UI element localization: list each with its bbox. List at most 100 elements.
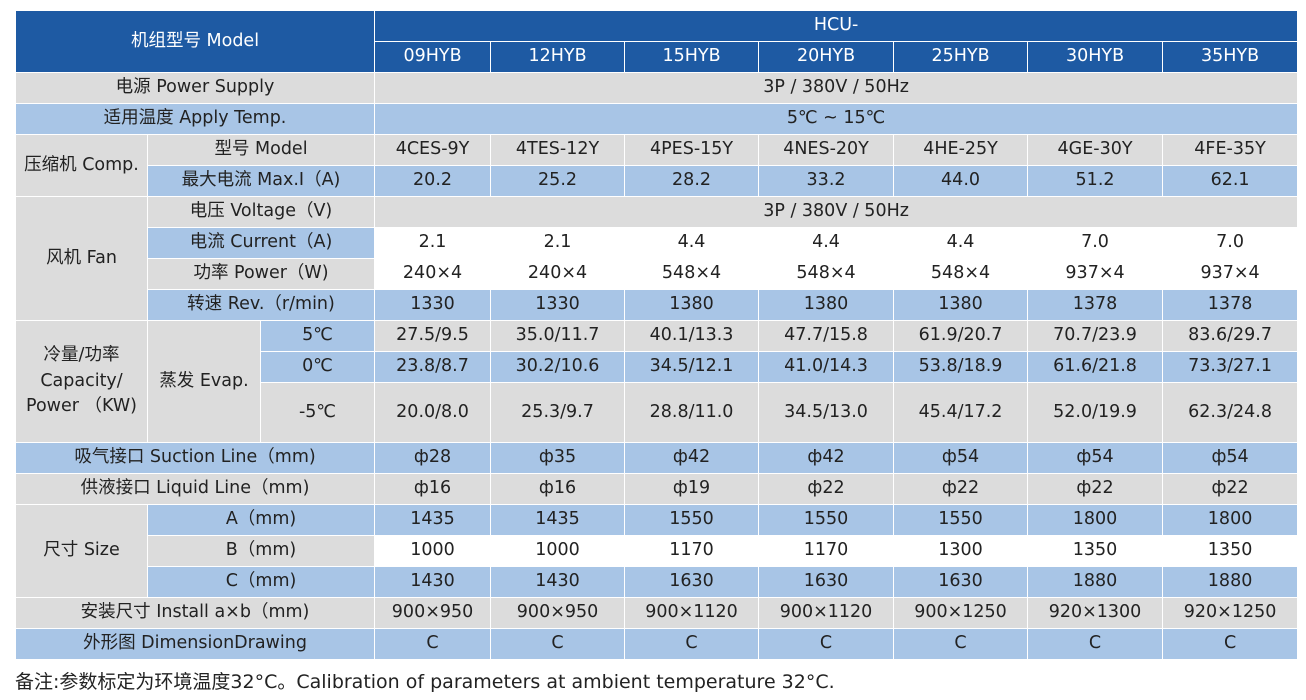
table-cell: 1430	[490, 566, 626, 598]
table-cell: 4GE-30Y	[1027, 134, 1164, 166]
fan-voltage-row: 风机 Fan 电压 Voltage（V) 3P / 380V / 50Hz	[15, 196, 1299, 321]
install-row: 安装尺寸 Install a×b（mm) 900×950 900×950 900…	[14, 597, 1299, 629]
fan-voltage-value: 3P / 380V / 50Hz	[374, 196, 1299, 228]
size-a-label: A（mm)	[146, 504, 376, 536]
table-cell: ф54	[1027, 442, 1164, 474]
capacity-0c-row: 0℃ 23.8/8.7 30.2/10.6 34.5/12.1 41.0/14.…	[16, 351, 1299, 383]
model-30hyb: 30HYB	[1027, 41, 1164, 73]
table-cell: C	[1027, 628, 1164, 660]
table-cell: 34.5/13.0	[758, 382, 895, 443]
table-cell: 1630	[893, 566, 1029, 598]
table-cell: 1330	[490, 289, 626, 321]
evap-temp-label: -5℃	[259, 382, 376, 443]
table-cell: 33.2	[758, 165, 895, 197]
table-cell: 1350	[1027, 535, 1164, 567]
table-cell: 83.6/29.7	[1162, 320, 1299, 352]
series-header: HCU-	[374, 10, 1299, 42]
table-cell: 1378	[1162, 289, 1299, 321]
apply-temp-label: 适用温度 Apply Temp.	[14, 103, 376, 135]
apply-temp-row: 适用温度 Apply Temp. 5℃ ~ 15℃	[14, 103, 1299, 135]
capacity-group-label: 冷量/功率 Capacity/ Power （KW)	[15, 320, 148, 443]
table-cell: 900×950	[374, 597, 492, 629]
table-cell: 1170	[758, 535, 895, 567]
suction-row: 吸气接口 Suction Line（mm) ф28 ф35 ф42 ф42 ф5…	[14, 442, 1299, 474]
table-cell: 25.2	[490, 165, 626, 197]
spec-table: 机组型号 Model HCU- 09HYB 12HYB 15HYB 20HYB …	[14, 10, 1299, 660]
table-cell: 1378	[1027, 289, 1164, 321]
table-cell: 20.0/8.0	[374, 382, 492, 443]
table-cell: ф22	[1027, 473, 1164, 505]
table-cell: 1880	[1027, 566, 1164, 598]
table-cell: 1880	[1162, 566, 1299, 598]
model-12hyb: 12HYB	[490, 41, 626, 73]
size-c-label: C（mm)	[146, 566, 376, 598]
table-cell: ф22	[893, 473, 1029, 505]
table-cell: 45.4/17.2	[893, 382, 1029, 443]
table-cell: 52.0/19.9	[1027, 382, 1164, 443]
table-cell: 240×4	[490, 258, 626, 290]
table-cell: 4PES-15Y	[624, 134, 760, 166]
table-cell: 7.0	[1027, 227, 1164, 259]
fan-power-row: 功率 Power（W) 240×4 240×4 548×4 548×4 548×…	[16, 258, 1299, 290]
table-cell: 1380	[758, 289, 895, 321]
table-cell: 1550	[624, 504, 760, 536]
table-cell: 1550	[758, 504, 895, 536]
table-cell: 1300	[893, 535, 1029, 567]
table-cell: 20.2	[374, 165, 492, 197]
table-cell: 4CES-9Y	[374, 134, 492, 166]
size-group-label: 尺寸 Size	[15, 504, 148, 598]
table-cell: 4FE-35Y	[1162, 134, 1299, 166]
drawing-row: 外形图 DimensionDrawing C C C C C C C	[14, 628, 1299, 660]
evap-temp-label: 0℃	[259, 351, 376, 383]
capacity-m5c-row: -5℃ 20.0/8.0 25.3/9.7 28.8/11.0 34.5/13.…	[16, 382, 1299, 443]
table-cell: 1350	[1162, 535, 1299, 567]
table-cell: 920×1250	[1162, 597, 1299, 629]
table-cell: 1800	[1027, 504, 1164, 536]
table-cell: C	[758, 628, 895, 660]
header-row-2: 09HYB 12HYB 15HYB 20HYB 25HYB 30HYB 35HY…	[16, 41, 1299, 73]
table-cell: 51.2	[1027, 165, 1164, 197]
table-cell: 28.8/11.0	[624, 382, 760, 443]
table-cell: ф16	[490, 473, 626, 505]
table-cell: 28.2	[624, 165, 760, 197]
model-15hyb: 15HYB	[624, 41, 760, 73]
table-cell: C	[490, 628, 626, 660]
table-cell: 1430	[374, 566, 492, 598]
table-cell: 1550	[893, 504, 1029, 536]
table-cell: 27.5/9.5	[374, 320, 492, 352]
table-cell: C	[624, 628, 760, 660]
table-cell: ф42	[758, 442, 895, 474]
table-cell: 937×4	[1162, 258, 1299, 290]
table-cell: 62.1	[1162, 165, 1299, 197]
apply-temp-value: 5℃ ~ 15℃	[374, 103, 1299, 135]
comp-model-row: 压缩机 Comp. 型号 Model 4CES-9Y 4TES-12Y 4PES…	[15, 134, 1299, 197]
table-cell: 4.4	[758, 227, 895, 259]
table-cell: ф22	[1162, 473, 1299, 505]
liquid-label: 供液接口 Liquid Line（mm)	[14, 473, 376, 505]
table-cell: 4TES-12Y	[490, 134, 626, 166]
model-09hyb: 09HYB	[374, 41, 492, 73]
table-cell: ф54	[1162, 442, 1299, 474]
table-cell: 70.7/23.9	[1027, 320, 1164, 352]
table-cell: 30.2/10.6	[490, 351, 626, 383]
evap-label: 蒸发 Evap.	[147, 320, 261, 443]
table-cell: 900×1250	[893, 597, 1029, 629]
model-25hyb: 25HYB	[893, 41, 1029, 73]
table-cell: 61.9/20.7	[893, 320, 1029, 352]
table-cell: ф16	[374, 473, 492, 505]
table-cell: ф35	[490, 442, 626, 474]
table-cell: 1380	[624, 289, 760, 321]
fan-current-row: 电流 Current（A) 2.1 2.1 4.4 4.4 4.4 7.0 7.…	[16, 227, 1299, 259]
table-cell: 1800	[1162, 504, 1299, 536]
capacity-5c-row: 冷量/功率 Capacity/ Power （KW) 蒸发 Evap. 5℃ 2…	[15, 320, 1299, 443]
table-cell: 1380	[893, 289, 1029, 321]
table-cell: 41.0/14.3	[758, 351, 895, 383]
evap-temp-label: 5℃	[259, 320, 376, 352]
table-cell: 40.1/13.3	[624, 320, 760, 352]
table-cell: C	[893, 628, 1029, 660]
table-cell: 937×4	[1027, 258, 1164, 290]
table-cell: 1435	[490, 504, 626, 536]
comp-maxi-row: 最大电流 Max.I（A) 20.2 25.2 28.2 33.2 44.0 5…	[16, 165, 1299, 197]
model-header: 机组型号 Model	[14, 10, 376, 73]
fan-rev-label: 转速 Rev.（r/min)	[146, 289, 376, 321]
